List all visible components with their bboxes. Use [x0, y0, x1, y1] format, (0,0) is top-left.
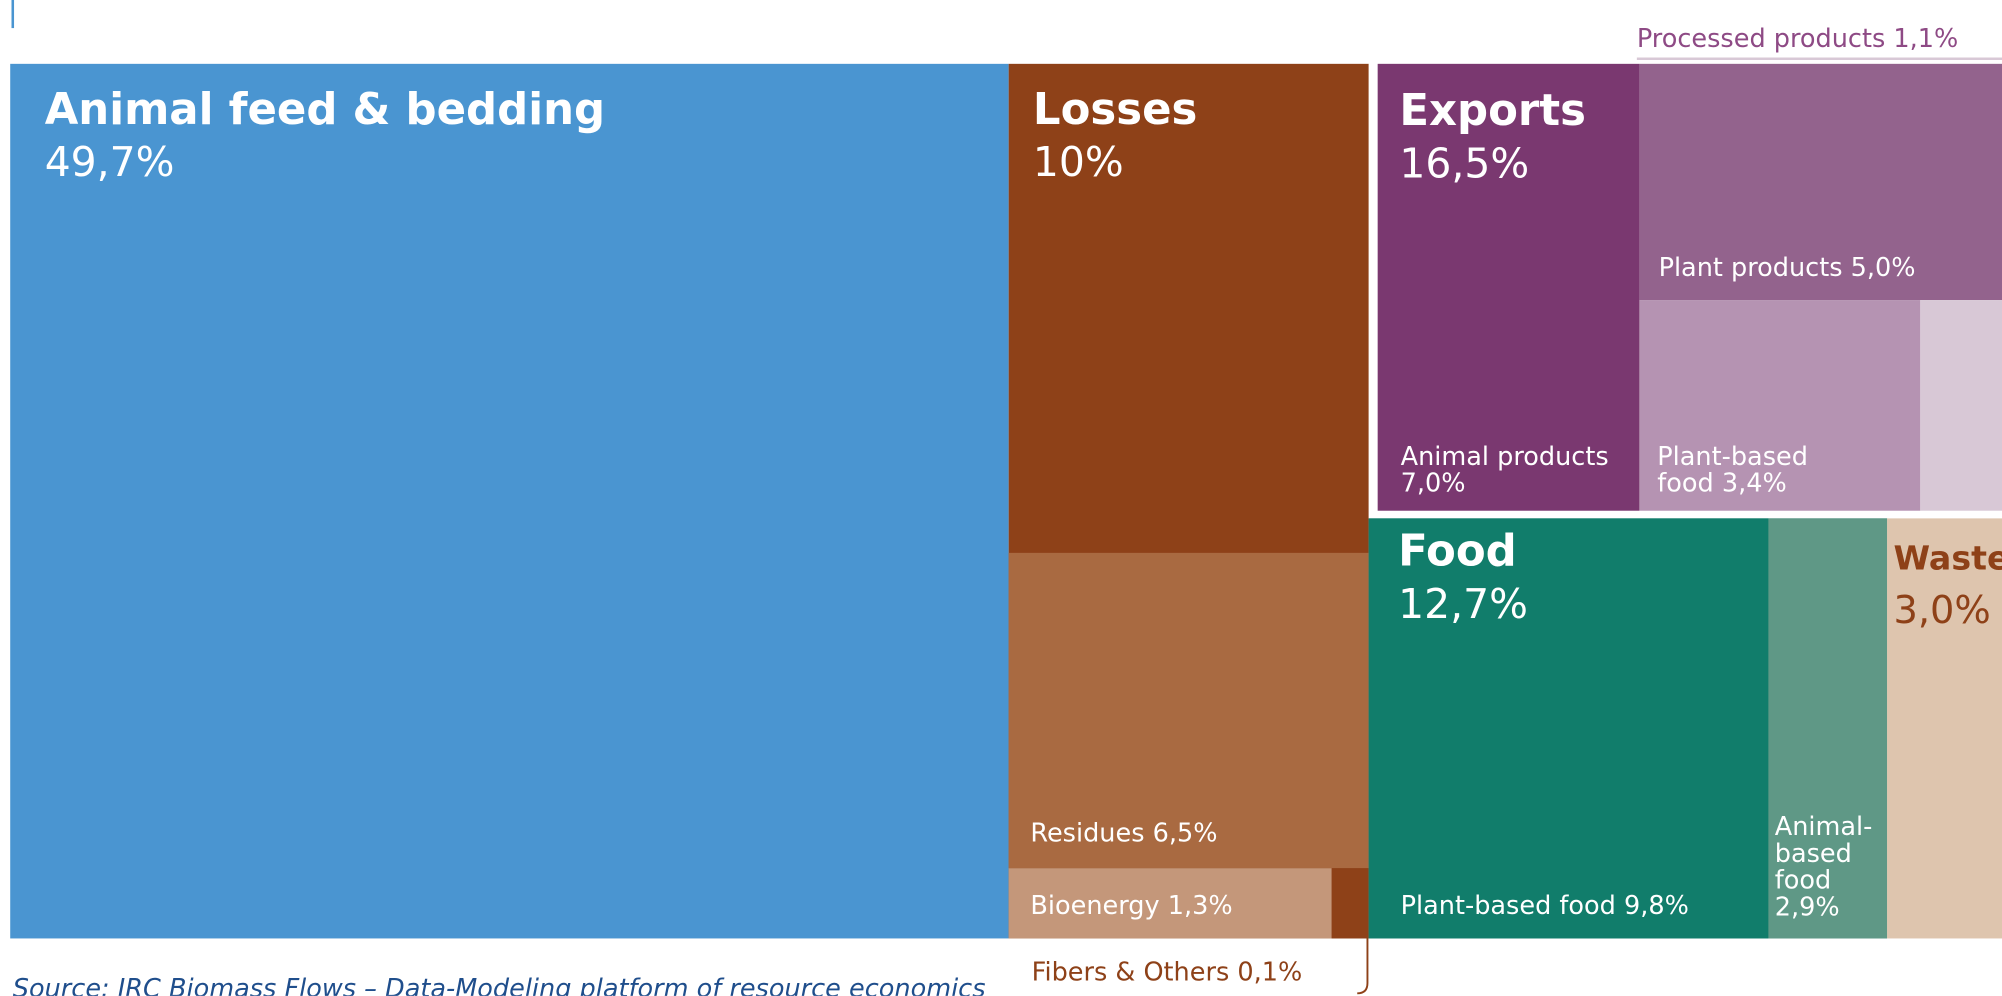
label-name: Plant-based food [1400, 889, 1616, 921]
tile-label: Losses 10% [1033, 84, 1352, 189]
label-value: 7,0% [1400, 467, 1466, 498]
label-name: Fibers & Others [1031, 956, 1230, 987]
label-name: Animal-based food [1774, 810, 1873, 896]
leader-line [1357, 938, 1369, 995]
label-value: 0,1% [1237, 956, 1303, 987]
tile-label: Processed products 1,1% [1636, 22, 2002, 54]
tile-label: Animal feed & bedding 49,7% [45, 84, 939, 189]
label-name: Losses [1032, 84, 1198, 136]
tile [1331, 868, 1369, 939]
tile [10, 63, 1009, 939]
tile [1377, 63, 1640, 511]
tile [1639, 300, 1921, 511]
label-name: Animal feed & bedding [44, 84, 606, 136]
tile-label: Animal products 7,0% [1400, 440, 1618, 498]
label-value: 16,5% [1399, 139, 1530, 188]
label-value: 2,9% [1774, 891, 1840, 922]
tile-label: Plant-based food 9,8% [1401, 892, 1759, 919]
label-name: Bioenergy [1030, 889, 1160, 921]
label-value: 10% [1032, 137, 1124, 187]
tile-label: Plant-based food 3,4% [1657, 440, 1849, 498]
label-value: 3,4% [1721, 467, 1787, 498]
tile [1768, 518, 1888, 939]
label-name: Waste [1893, 540, 2002, 579]
label-name: Residues [1030, 817, 1145, 848]
tile [1887, 518, 2002, 939]
label-value: 5,0% [1850, 251, 1916, 283]
label-value: 49,7% [44, 137, 175, 187]
label-name: Plant-based food [1657, 440, 1808, 498]
label-name: Food [1398, 526, 1517, 578]
tile [1639, 63, 2002, 301]
tile-label: Bioenergy 1,3% [1030, 892, 1324, 919]
tile-label: Waste 3,0% [1893, 534, 2002, 639]
source: Source: JRC Biomass Flows – Data-Modelin… [12, 972, 986, 996]
tile-label: Animal-based food 2,9% [1775, 813, 1880, 920]
label-value: 12,7% [1398, 579, 1528, 629]
label-value: 3,0% [1893, 588, 1991, 634]
tile [1008, 552, 1369, 869]
label-value: 6,5% [1152, 817, 1218, 848]
tile-label: Exports 16,5% [1399, 86, 1629, 191]
tile-label: Plant products 5,0% [1658, 251, 1991, 283]
label-value: 9,8% [1623, 889, 1689, 921]
label-name: Processed products [1636, 22, 1886, 54]
label-name: Plant products [1658, 251, 1843, 283]
tile-label: Fibers & Others 0,1% [1031, 956, 1415, 987]
tile [1008, 868, 1332, 939]
label-name: Animal products [1400, 440, 1609, 472]
label-value: 1,1% [1893, 22, 1959, 54]
tile-label: Food 12,7% [1398, 526, 1717, 631]
tile [1368, 518, 1769, 939]
tile [1920, 300, 2002, 511]
tile-label: Residues 6,5% [1030, 817, 1362, 848]
label-value: 1,3% [1167, 889, 1233, 921]
label-name: Exports [1399, 85, 1586, 137]
